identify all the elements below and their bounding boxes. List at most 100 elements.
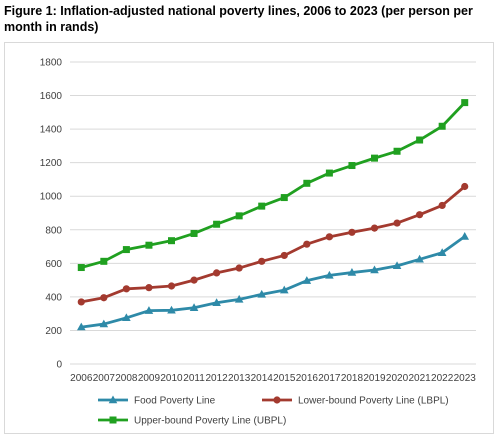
data-point bbox=[370, 265, 379, 274]
series-0 bbox=[76, 231, 470, 331]
legend-swatch-marker bbox=[109, 416, 117, 424]
data-point bbox=[122, 246, 130, 254]
data-point bbox=[190, 229, 198, 237]
y-tick-label: 600 bbox=[45, 259, 62, 270]
y-tick-label: 800 bbox=[45, 225, 62, 236]
data-point bbox=[99, 319, 109, 328]
x-tick-label: 2006 bbox=[70, 373, 93, 384]
legend-item: Lower-bound Poverty Line (LBPL) bbox=[262, 396, 449, 407]
data-point bbox=[213, 269, 221, 277]
data-point bbox=[189, 303, 199, 311]
data-point bbox=[460, 231, 470, 240]
x-tick-label: 2015 bbox=[273, 373, 296, 384]
series-line bbox=[80, 101, 466, 269]
data-point bbox=[393, 147, 401, 155]
data-point bbox=[212, 298, 221, 306]
y-tick-label: 1000 bbox=[40, 192, 63, 203]
data-point bbox=[213, 220, 221, 228]
data-point bbox=[370, 224, 379, 232]
x-tick-label: 2012 bbox=[205, 373, 228, 384]
x-tick-label: 2011 bbox=[183, 373, 205, 384]
data-point bbox=[168, 237, 175, 245]
data-point bbox=[144, 306, 154, 314]
x-tick-label: 2018 bbox=[341, 373, 364, 384]
data-point bbox=[190, 276, 198, 284]
x-axis-tick-labels: 2006 2007 2008 2009 2010 2011 2012 2013 2014 2015… bbox=[70, 373, 476, 384]
data-point bbox=[325, 169, 333, 177]
data-point bbox=[438, 201, 446, 210]
x-tick-label: 2022 bbox=[431, 373, 454, 384]
data-point bbox=[325, 270, 334, 279]
y-tick-label: 1400 bbox=[40, 125, 63, 136]
data-point bbox=[416, 211, 424, 219]
y-tick-label: 0 bbox=[56, 360, 62, 371]
data-point bbox=[77, 264, 85, 272]
data-point bbox=[235, 212, 243, 220]
data-point bbox=[280, 251, 288, 260]
gridlines bbox=[70, 61, 476, 365]
x-tick-label: 2010 bbox=[160, 373, 183, 384]
y-tick-label: 200 bbox=[45, 326, 62, 337]
legend-label: Lower-bound Poverty Line (LBPL) bbox=[298, 396, 449, 407]
data-point bbox=[416, 136, 424, 144]
x-tick-label: 2007 bbox=[93, 373, 116, 384]
chart-frame bbox=[4, 42, 494, 434]
data-point bbox=[348, 162, 356, 170]
x-tick-label: 2021 bbox=[408, 373, 431, 384]
x-tick-label: 2020 bbox=[386, 373, 409, 384]
x-tick-label: 2016 bbox=[296, 373, 319, 384]
data-point bbox=[393, 219, 401, 227]
legend-label: Upper-bound Poverty Line (UBPL) bbox=[134, 416, 286, 427]
x-tick-label: 2023 bbox=[454, 373, 477, 384]
y-tick-label: 1600 bbox=[40, 91, 63, 102]
legend-swatch-marker bbox=[108, 395, 118, 404]
y-axis-tick-labels: 0 200 400 600 800 1000 1200 1400 1600 1800 bbox=[40, 58, 63, 371]
data-point bbox=[303, 179, 311, 187]
data-point bbox=[437, 248, 447, 256]
data-point bbox=[461, 182, 469, 191]
x-tick-label: 2008 bbox=[115, 373, 138, 384]
data-point bbox=[392, 261, 402, 270]
y-tick-label: 1800 bbox=[40, 58, 63, 69]
data-point bbox=[347, 268, 357, 276]
legend-label: Food Poverty Line bbox=[134, 396, 216, 407]
x-tick-label: 2009 bbox=[138, 373, 161, 384]
data-point bbox=[438, 122, 446, 130]
data-point bbox=[415, 254, 424, 263]
data-point bbox=[461, 99, 469, 107]
data-point bbox=[258, 202, 266, 210]
data-point bbox=[371, 154, 378, 162]
legend-swatch-marker bbox=[273, 396, 281, 404]
data-point bbox=[325, 233, 333, 241]
x-tick-label: 2014 bbox=[251, 373, 274, 384]
data-point bbox=[348, 228, 356, 236]
data-point bbox=[145, 241, 153, 249]
series-2 bbox=[77, 99, 469, 272]
y-tick-label: 1200 bbox=[40, 158, 63, 169]
legend-item: Upper-bound Poverty Line (UBPL) bbox=[98, 416, 286, 427]
data-point bbox=[76, 322, 86, 331]
data-point bbox=[280, 194, 288, 202]
x-tick-label: 2019 bbox=[363, 373, 386, 384]
data-point bbox=[257, 289, 267, 298]
data-point bbox=[145, 284, 153, 292]
data-point bbox=[303, 240, 311, 248]
legend-item: Food Poverty Line bbox=[98, 395, 216, 407]
y-tick-label: 400 bbox=[45, 292, 62, 303]
series-line bbox=[81, 185, 466, 304]
series-1 bbox=[77, 182, 469, 306]
data-point bbox=[302, 276, 312, 284]
data-point bbox=[235, 264, 243, 272]
chart-title: Figure 1: Inflation-adjusted national po… bbox=[4, 4, 473, 34]
data-point bbox=[122, 285, 130, 293]
data-point bbox=[122, 313, 131, 322]
series-line bbox=[81, 235, 466, 329]
data-point bbox=[100, 294, 108, 302]
data-point bbox=[234, 294, 244, 303]
legend: Food Poverty Line Lower-bound Poverty Lin… bbox=[98, 395, 449, 427]
data-point bbox=[77, 298, 85, 306]
series-lines bbox=[76, 99, 470, 331]
data-point bbox=[258, 257, 266, 265]
data-point bbox=[167, 305, 176, 314]
